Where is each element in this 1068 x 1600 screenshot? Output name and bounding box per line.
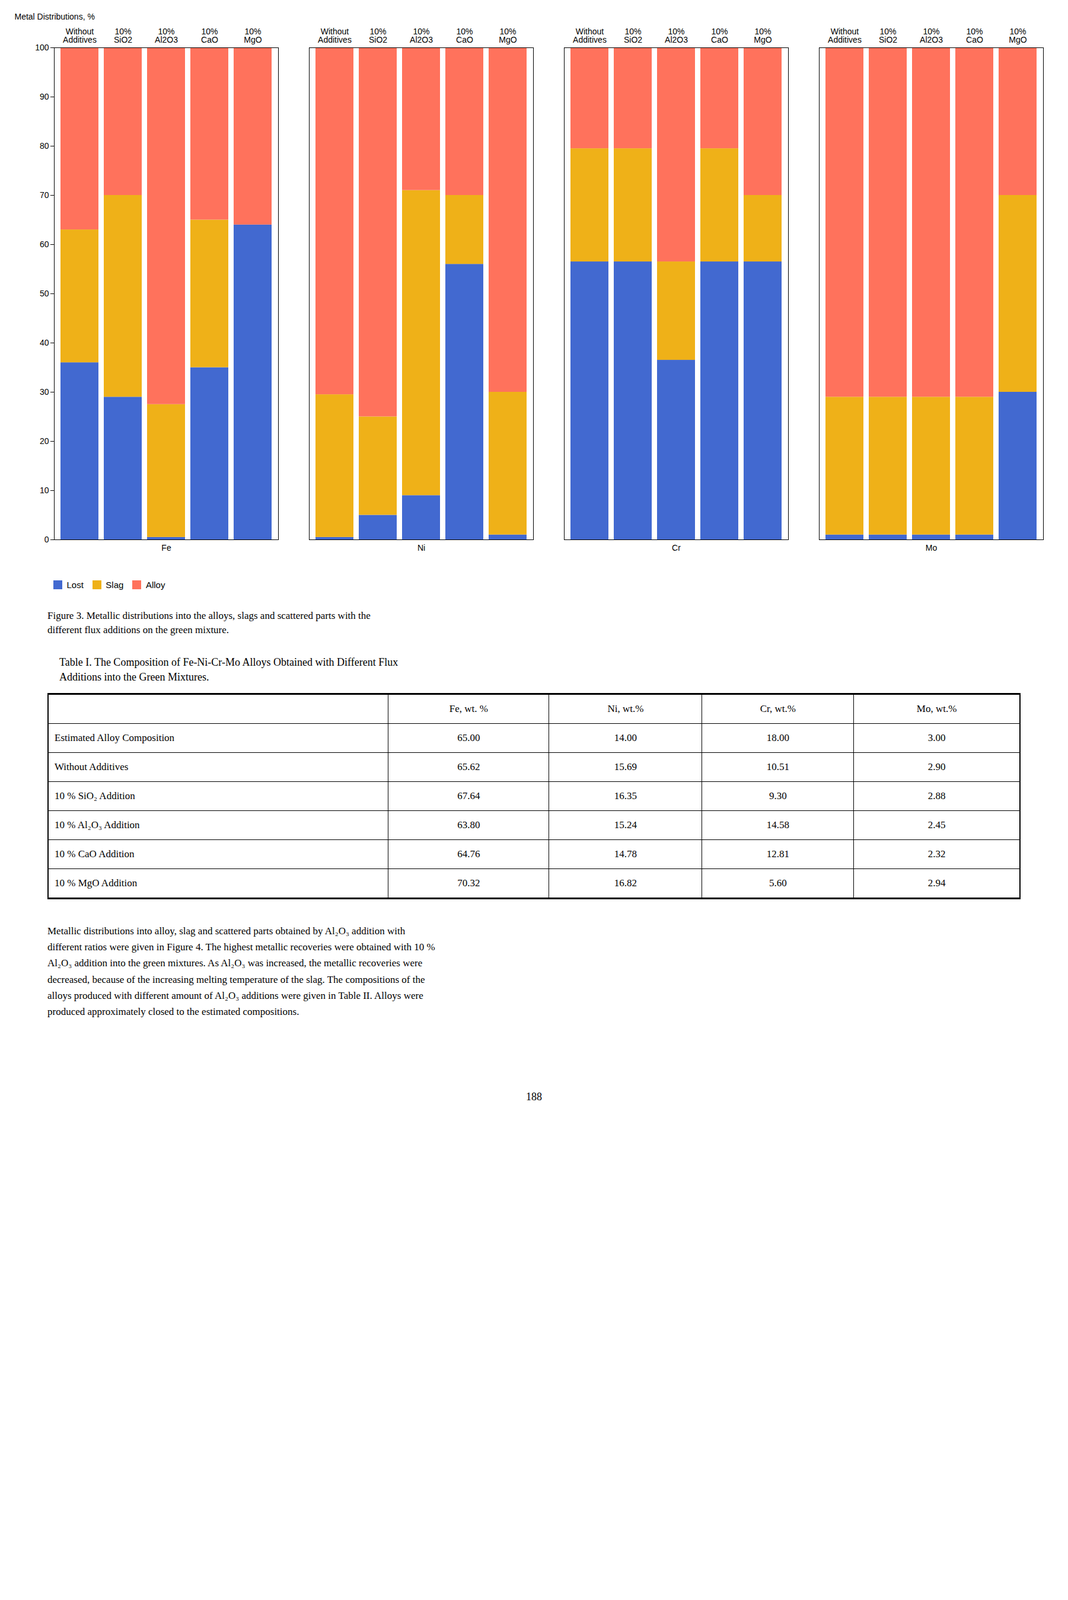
svg-text:90: 90 [39, 91, 50, 102]
html-text:Alloy: Alloy [145, 579, 166, 591]
svg-text:10%MgO: 10%MgO [243, 26, 262, 45]
html-text:14.78: 14.78 [614, 848, 637, 860]
html-text:Mo, wt.%: Mo, wt.% [916, 703, 957, 715]
html-text:63.80: 63.80 [457, 819, 480, 831]
html-text:3.00: 3.00 [927, 732, 946, 744]
html-text:14.58: 14.58 [766, 819, 790, 831]
html-text:2.32: 2.32 [927, 848, 946, 860]
html-text:Table I. The Composition of Fe: Table I. The Composition of Fe-Ni-Cr-Mo … [59, 656, 399, 684]
svg-text:10%Al2O3: 10%Al2O3 [409, 26, 433, 45]
html-text:67.64: 67.64 [457, 790, 480, 802]
html-text:2.45: 2.45 [927, 819, 946, 831]
svg-text:0: 0 [44, 534, 50, 545]
svg-text:10%Al2O3: 10%Al2O3 [664, 26, 688, 45]
svg-text:Metal Distributions, %: Metal Distributions, % [14, 11, 95, 22]
svg-text:100: 100 [34, 42, 50, 53]
html-text:10 % SiO₂ Addition: 10 % SiO₂ Addition [54, 790, 136, 802]
svg-text:10%CaO: 10%CaO [201, 26, 219, 45]
html-text:Ni, wt.%: Ni, wt.% [607, 703, 644, 715]
html-text:Slag: Slag [105, 579, 124, 591]
svg-text:10: 10 [39, 485, 50, 496]
html-text:10.51: 10.51 [766, 761, 790, 773]
svg-text:10%Al2O3: 10%Al2O3 [919, 26, 943, 45]
svg-text:30: 30 [39, 387, 50, 397]
html-text:Without Additives: Without Additives [54, 761, 129, 773]
svg-text:10%MgO: 10%MgO [1008, 26, 1027, 45]
html-text:2.88: 2.88 [927, 790, 946, 802]
html-text:5.60: 5.60 [769, 877, 787, 889]
html-text:16.35: 16.35 [614, 790, 637, 802]
svg-text:10%SiO2: 10%SiO2 [368, 26, 388, 45]
html-text:Figure 3. Metallic distributio: Figure 3. Metallic distributions into th… [47, 610, 371, 636]
svg-text:50: 50 [39, 288, 50, 299]
html-text:70.32: 70.32 [457, 877, 480, 889]
svg-text:10%Al2O3: 10%Al2O3 [154, 26, 178, 45]
html-text:Metallic distributions into al: Metallic distributions into alloy, slag … [47, 925, 436, 1018]
svg-text:10%CaO: 10%CaO [966, 26, 984, 45]
svg-text:10%CaO: 10%CaO [711, 26, 729, 45]
html-text:10 % CaO Addition: 10 % CaO Addition [54, 848, 135, 860]
html-text:12.81: 12.81 [766, 848, 790, 860]
html-text:10 % MgO Addition: 10 % MgO Addition [54, 877, 138, 889]
svg-text:Mo: Mo [925, 543, 938, 553]
html-text:15.24: 15.24 [614, 819, 637, 831]
svg-text:WithoutAdditives: WithoutAdditives [62, 26, 97, 45]
html-text:Lost: Lost [66, 579, 84, 591]
html-text:65.00: 65.00 [457, 732, 480, 744]
html-text:9.30: 9.30 [769, 790, 787, 802]
html-text:18.00: 18.00 [766, 732, 790, 744]
html-text:10 % Al₂O₃ Addition: 10 % Al₂O₃ Addition [54, 819, 140, 831]
html-text:65.62: 65.62 [457, 761, 480, 773]
svg-text:10%MgO: 10%MgO [498, 26, 517, 45]
html-text:16.82: 16.82 [614, 877, 637, 889]
html-text:188: 188 [525, 1091, 543, 1104]
html-text:64.76: 64.76 [457, 848, 480, 860]
svg-text:20: 20 [39, 436, 50, 446]
svg-text:10%MgO: 10%MgO [753, 26, 772, 45]
svg-text:70: 70 [39, 190, 50, 200]
html-text:Cr, wt.%: Cr, wt.% [760, 703, 796, 715]
svg-text:10%CaO: 10%CaO [456, 26, 474, 45]
svg-text:WithoutAdditives: WithoutAdditives [317, 26, 352, 45]
html-text:14.00: 14.00 [614, 732, 637, 744]
html-text:Estimated Alloy Composition: Estimated Alloy Composition [54, 732, 175, 744]
html-text:2.94: 2.94 [927, 877, 946, 889]
svg-text:10%SiO2: 10%SiO2 [113, 26, 133, 45]
svg-text:40: 40 [39, 338, 50, 348]
svg-text:WithoutAdditives: WithoutAdditives [572, 26, 607, 45]
svg-text:10%SiO2: 10%SiO2 [878, 26, 898, 45]
svg-text:10%SiO2: 10%SiO2 [623, 26, 643, 45]
svg-text:80: 80 [39, 141, 50, 151]
html-text:Fe, wt. %: Fe, wt. % [449, 703, 488, 715]
svg-text:WithoutAdditives: WithoutAdditives [827, 26, 862, 45]
svg-text:Ni: Ni [417, 543, 426, 553]
html-text:2.90: 2.90 [927, 761, 946, 773]
svg-text:Fe: Fe [161, 543, 172, 553]
html-text:15.69: 15.69 [614, 761, 637, 773]
svg-text:Cr: Cr [671, 543, 681, 553]
svg-text:60: 60 [39, 239, 50, 250]
